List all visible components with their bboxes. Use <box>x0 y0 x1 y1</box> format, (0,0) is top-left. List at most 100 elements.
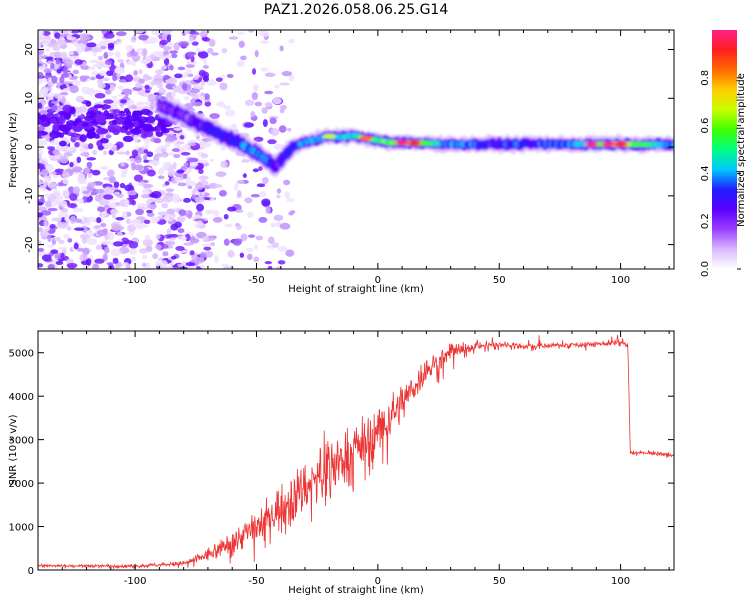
spectrogram-noise-blob <box>41 254 52 262</box>
spectrogram-noise-blob <box>140 59 151 64</box>
spectrogram-noise-blob <box>161 30 172 35</box>
spectrogram-noise-blob <box>189 162 199 167</box>
snr-y-tick-label: 4000 <box>9 392 34 403</box>
spectrogram-noise-blob <box>221 74 226 79</box>
spectrogram-noise-blob <box>250 194 261 198</box>
spectrogram-noise-blob <box>135 208 144 216</box>
snr-y-ticks: 0 1000 2000 3000 4000 5000 <box>9 349 674 577</box>
spectrogram-noise-blob <box>110 248 122 257</box>
spectrogram-noise-blob <box>142 183 154 189</box>
spectrogram-noise-blob <box>101 30 108 34</box>
spectrogram-noise-blob <box>61 73 70 78</box>
spectrogram-noise-blob <box>151 30 157 36</box>
colorbar-gradient <box>712 30 737 269</box>
spectrogram-noise-blob <box>144 138 149 146</box>
spectrogram-noise-blob <box>52 149 60 156</box>
spectrogram-noise-blob <box>160 260 168 268</box>
spectrogram-noise-blob <box>67 186 75 195</box>
spectrogram-noise-blob <box>109 64 116 72</box>
spectrogram-noise-blob <box>106 169 115 178</box>
spectrogram-noise-blob <box>237 31 246 35</box>
spectrogram-noise-blob <box>104 186 112 192</box>
spectrogram-noise-blob <box>189 36 194 42</box>
spectrogram-noise-blob <box>156 126 162 132</box>
spectrogram-noise-blob <box>163 45 172 51</box>
spectrogram-noise-blob <box>218 189 227 197</box>
spectrogram-noise-blob <box>131 110 139 119</box>
spectrogram-noise-blob <box>200 153 209 159</box>
spectrogram-noise-blob <box>251 92 259 101</box>
spectrogram-noise-blob <box>49 171 57 175</box>
spectrogram-noise-blob <box>161 203 169 209</box>
spectrogram-noise-blob <box>185 64 195 69</box>
spectrogram-noise-blob <box>44 38 51 44</box>
spectrogram-noise-blob <box>146 36 158 44</box>
spectrogram-noise-blob <box>185 180 197 186</box>
spectrogram-noise-blob <box>189 51 197 56</box>
spectrogram-noise-blob <box>44 200 52 208</box>
spectrogram-noise-blob <box>288 38 295 44</box>
spectrogram-noise-blob <box>114 66 126 75</box>
spectrogram-noise-blob <box>142 238 153 247</box>
snr-x-ticks: -100 -50 0 50 100 <box>37 331 670 587</box>
spectrogram-noise-blob <box>65 146 75 151</box>
spectrogram-noise-blob <box>50 62 55 70</box>
snr-x-tick-label: 100 <box>611 576 630 587</box>
spectrogram-noise-blob <box>166 134 177 142</box>
spectrogram-frame <box>37 29 675 270</box>
spectrogram-noise-blob <box>163 57 170 66</box>
spectrogram-noise-blob <box>146 151 154 158</box>
spectrogram-noise-blob <box>155 69 164 75</box>
spectrogram-noise-blob <box>43 175 49 180</box>
spectrogram-noise-blob <box>141 132 148 139</box>
spectrogram-noise-blob <box>124 199 130 207</box>
spectrogram-noise-blob <box>41 30 51 36</box>
spectrogram-noise-blob <box>169 64 174 71</box>
spectrogram-x-tick-label: 50 <box>493 275 506 286</box>
spectrogram-noise-blob <box>138 69 143 75</box>
spectrogram-noise-blob <box>240 233 248 241</box>
spectrogram-noise-blob <box>43 220 48 227</box>
snr-y-tick-label: 3000 <box>9 436 34 447</box>
spectrogram-noise-blob <box>116 151 127 155</box>
spectrogram-noise-blob <box>82 190 90 195</box>
spectrogram-noise-blob <box>103 142 113 150</box>
spectrogram-noise-blob <box>139 224 150 228</box>
spectrogram-noise-blob <box>286 198 296 202</box>
spectrogram-noise-blob <box>163 195 173 203</box>
spectrogram-noise-blob <box>106 262 114 266</box>
spectrogram-noise-blob <box>94 92 106 99</box>
spectrogram-noise-blob <box>72 69 79 75</box>
spectrogram-noise-blob <box>86 237 97 246</box>
spectrogram-noise-blob <box>83 143 89 148</box>
spectrogram-noise-blob <box>277 260 286 265</box>
colorbar-tick-label: 0.0 <box>700 261 711 277</box>
spectrogram-noise-blob <box>166 266 175 269</box>
spectrogram-noise-blob <box>63 233 70 239</box>
spectrogram-noise-blob <box>239 252 245 258</box>
spectrogram-noise-blob <box>111 119 118 125</box>
spectrogram-noise-blob <box>150 216 158 224</box>
spectrogram-noise-blob <box>38 71 44 79</box>
spectrogram-noise-blob <box>281 70 293 77</box>
spectrogram-noise-blob <box>119 182 126 189</box>
spectrogram-noise-blob <box>61 171 70 179</box>
spectrogram-noise-blob <box>38 212 43 218</box>
spectrogram-noise-blob <box>69 30 81 34</box>
spectrogram-noise-field <box>38 30 296 269</box>
spectrogram-noise-blob <box>100 211 107 218</box>
spectrogram-noise-blob <box>58 98 67 103</box>
spectrogram-noise-blob <box>38 139 47 146</box>
spectrogram-noise-blob <box>105 89 112 95</box>
snr-y-tick-label: 0 <box>28 566 34 577</box>
spectrogram-noise-blob <box>260 67 269 72</box>
spectrogram-noise-blob <box>201 243 213 247</box>
spectrogram-noise-blob <box>227 250 235 258</box>
spectrogram-noise-blob <box>178 41 190 47</box>
spectrogram-noise-blob <box>178 209 187 216</box>
spectrogram-noise-blob <box>208 182 219 189</box>
spectrogram-noise-blob <box>67 36 77 40</box>
spectrogram-noise-blob <box>278 125 287 133</box>
spectrogram-noise-blob <box>131 199 136 206</box>
spectrogram-noise-blob <box>124 184 134 192</box>
